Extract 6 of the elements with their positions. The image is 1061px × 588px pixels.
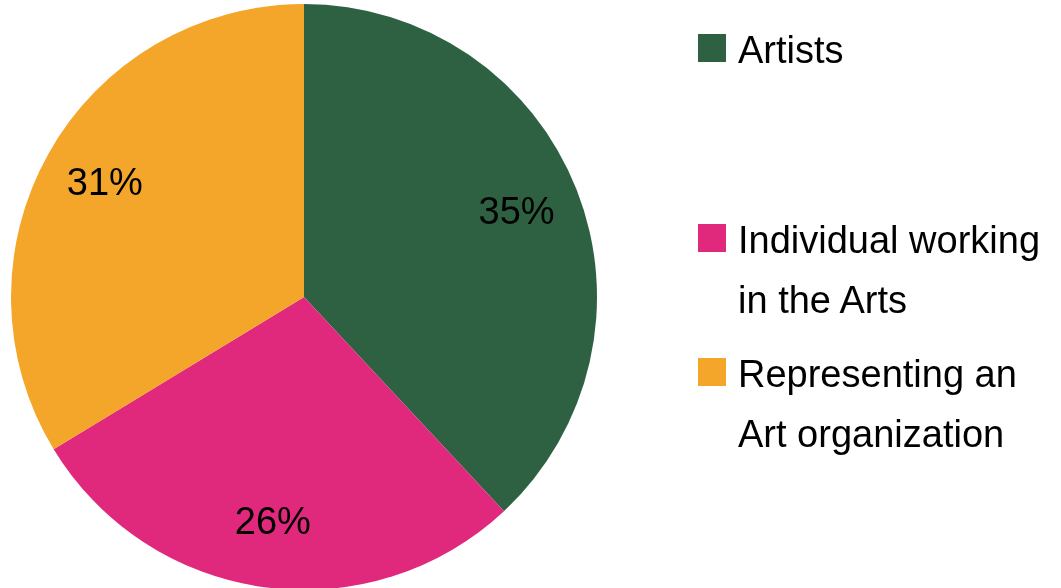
data-label: 26% bbox=[234, 499, 311, 542]
legend-label: Representing an Art organization bbox=[738, 352, 1018, 457]
legend-label: Artists bbox=[738, 28, 844, 73]
legend-label: Individual working in the Arts bbox=[738, 218, 1042, 323]
data-label: 35% bbox=[478, 189, 555, 232]
data-label: 31% bbox=[66, 161, 143, 204]
